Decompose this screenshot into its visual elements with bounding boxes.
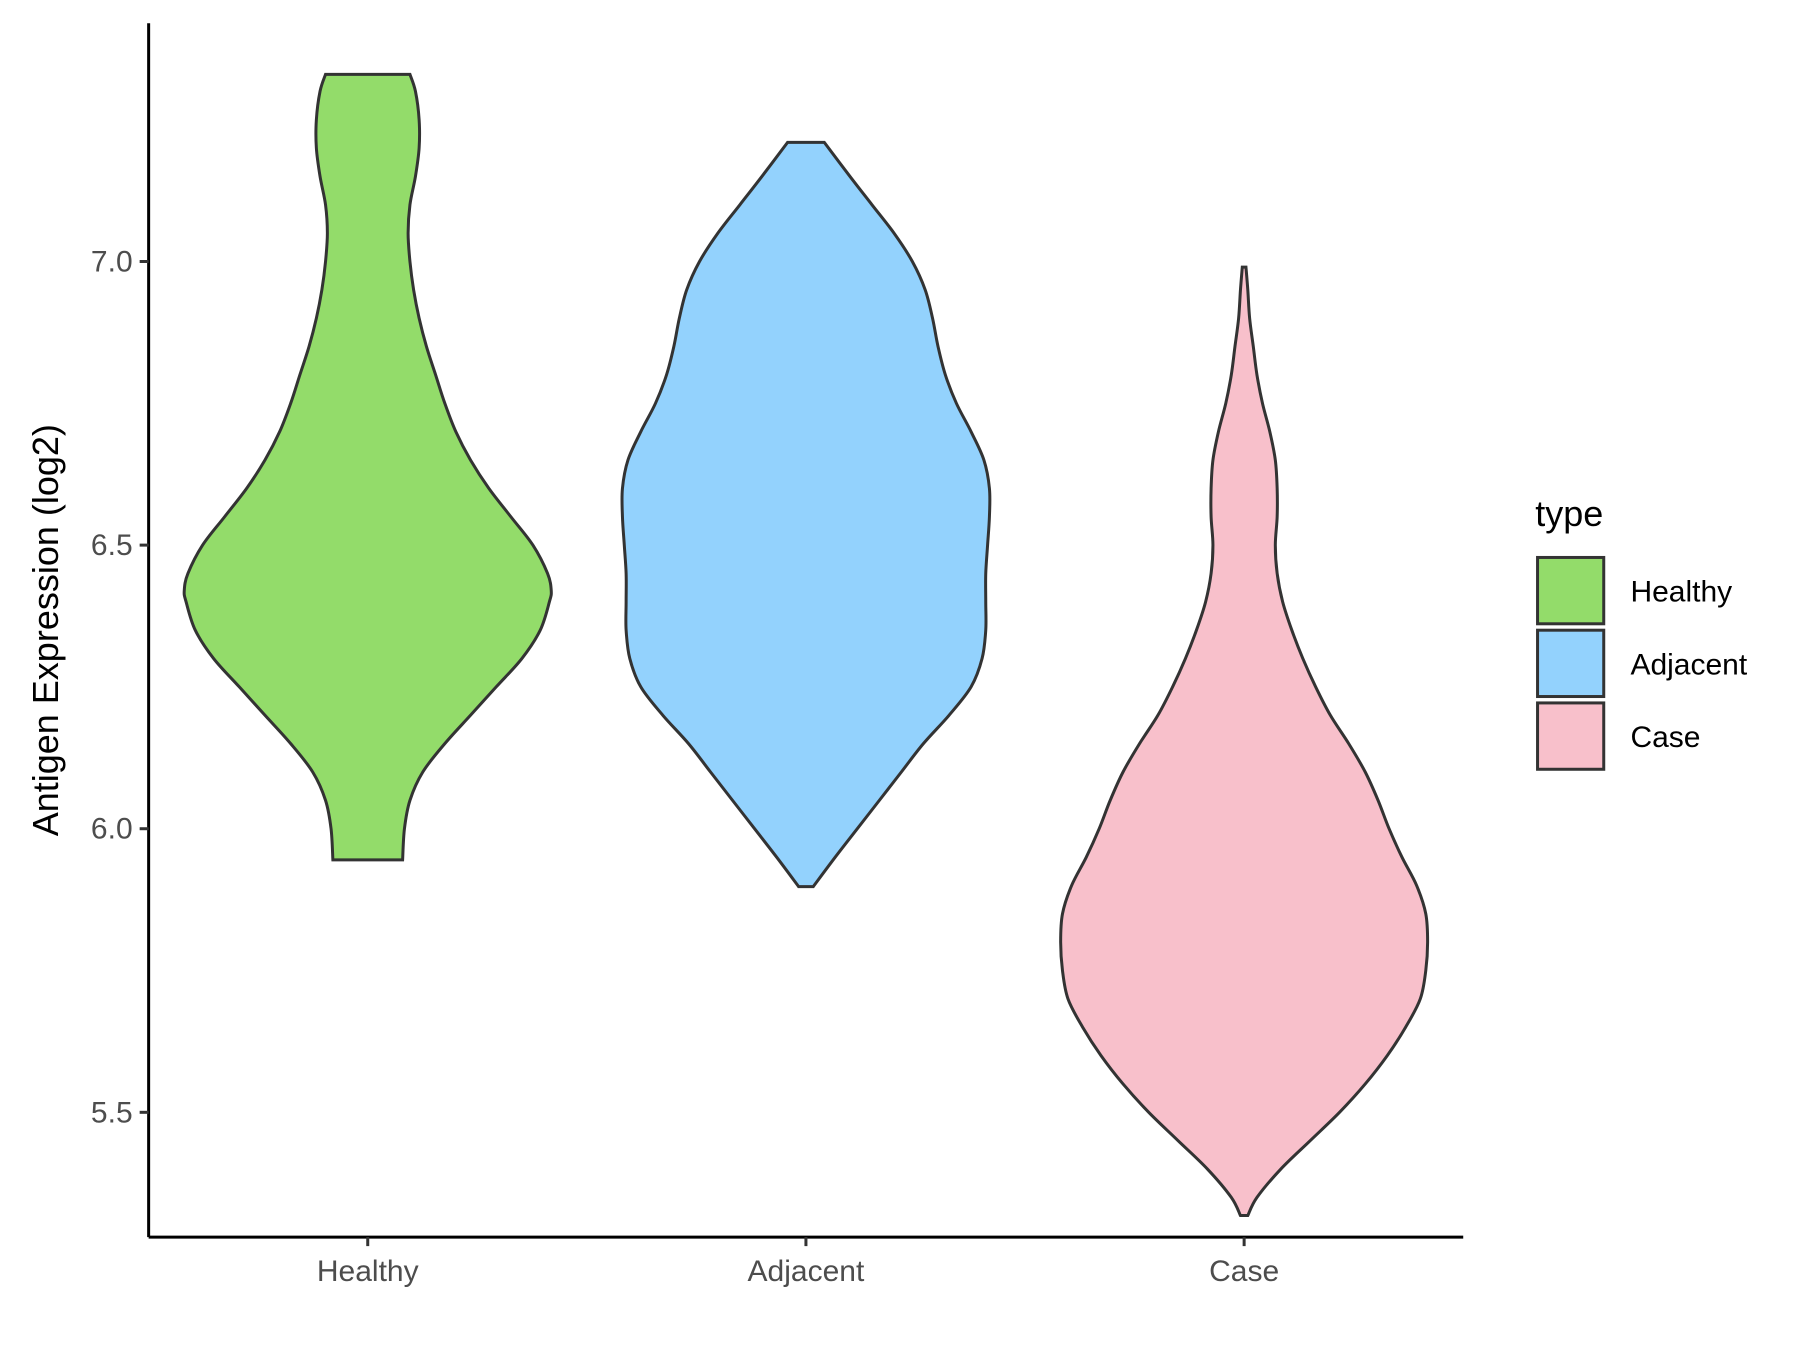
y-axis-title: Antigen Expression (log2): [25, 424, 66, 836]
y-axis-ticks: 5.5 6.0 6.5 7.0: [91, 246, 149, 1129]
violin-healthy: [182, 72, 553, 862]
legend-key-adjacent: [1536, 628, 1606, 699]
violin-case: [1059, 265, 1430, 1218]
legend-label-adjacent: Adjacent: [1630, 648, 1747, 681]
y-tick-label: 6.5: [91, 529, 133, 562]
violin-adjacent: [620, 140, 992, 889]
x-tick-label: Case: [1209, 1255, 1279, 1288]
legend: type Healthy Adjacent Case: [1535, 493, 1748, 771]
legend-key-healthy: [1536, 555, 1606, 626]
y-tick-label: 6.0: [91, 813, 133, 846]
legend-key-case: [1536, 701, 1606, 771]
violin-layer: [182, 72, 1430, 1218]
x-axis-ticks: Healthy Adjacent Case: [317, 1237, 1279, 1288]
legend-title: type: [1535, 493, 1603, 534]
legend-label-healthy: Healthy: [1630, 576, 1732, 609]
legend-label-case: Case: [1630, 721, 1700, 754]
y-tick-label: 7.0: [91, 246, 133, 279]
y-tick-label: 5.5: [91, 1096, 133, 1129]
x-tick-label: Adjacent: [748, 1255, 865, 1288]
x-tick-label: Healthy: [317, 1255, 419, 1288]
legend-items: Healthy Adjacent Case: [1536, 555, 1748, 771]
